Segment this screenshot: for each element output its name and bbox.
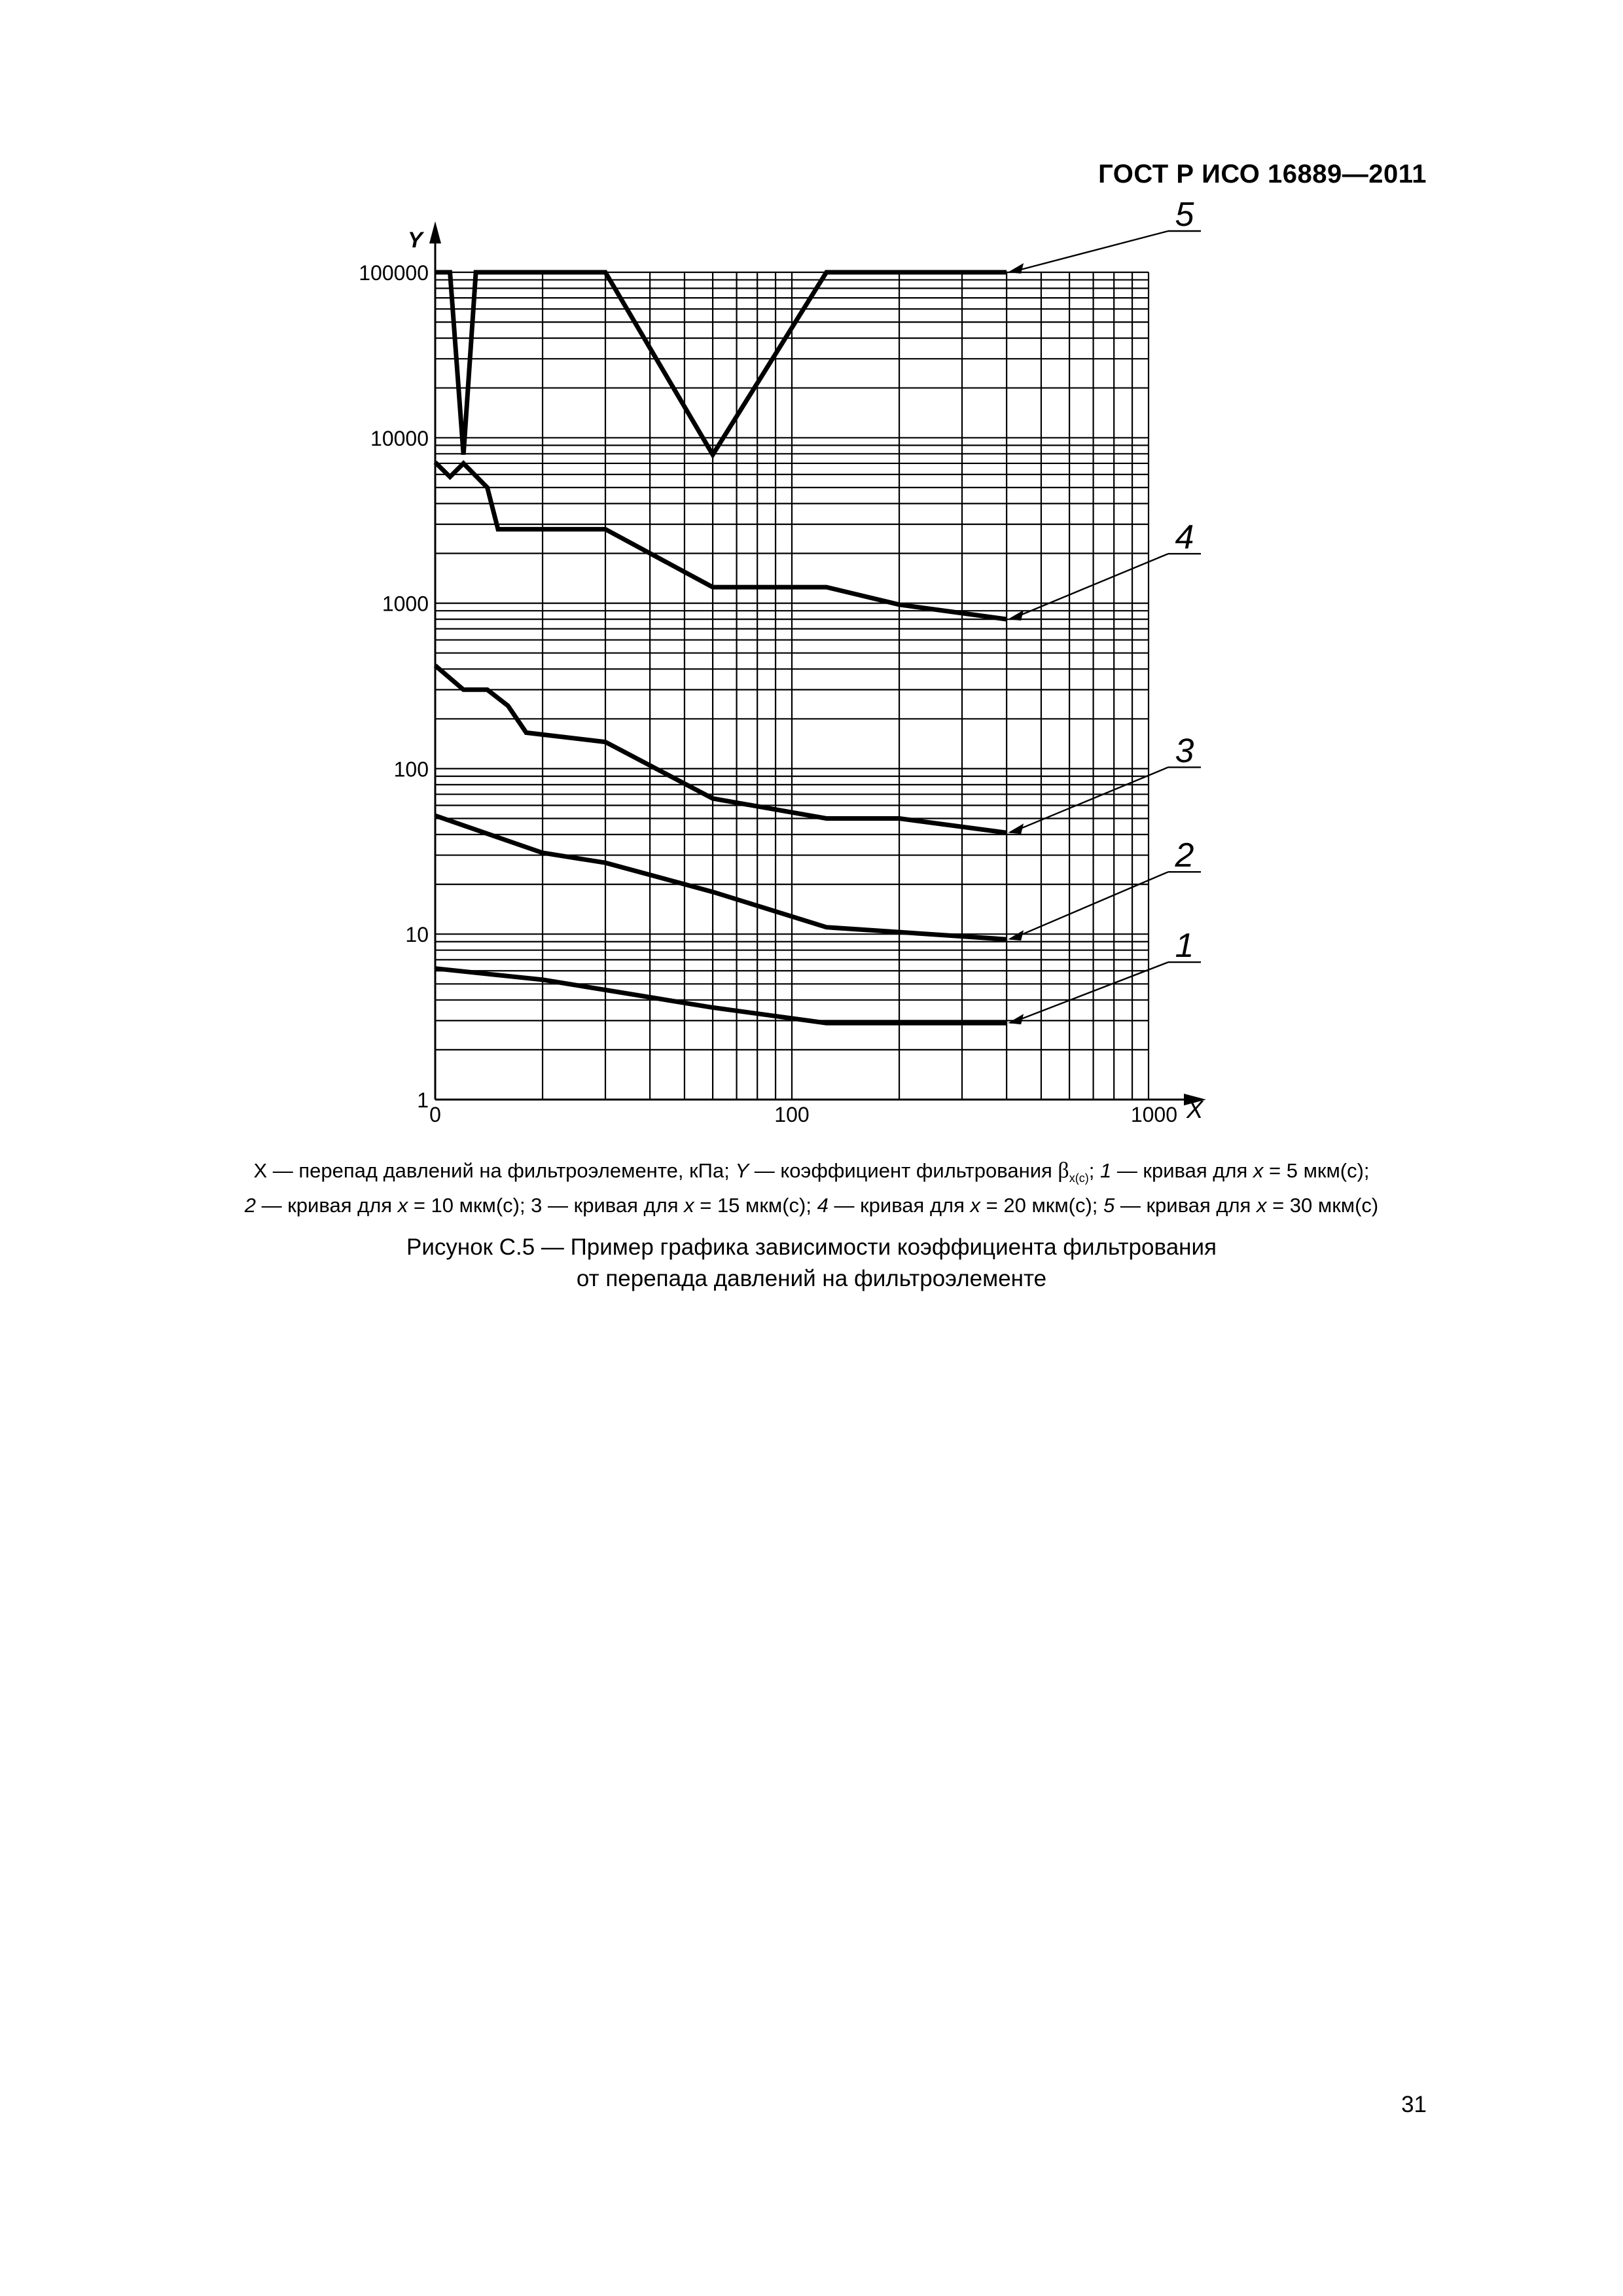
legend-x-text: X — перепад давлений на фильтроэлементе,… [253, 1159, 736, 1182]
x-axis-arrow-icon [1184, 1094, 1206, 1105]
figure-legend: X — перепад давлений на фильтроэлементе,… [131, 1157, 1492, 1219]
legend-curve-3-x: x [684, 1194, 694, 1217]
callout-arrow-icon [1008, 610, 1024, 621]
callout-label-5: 5 [1175, 196, 1195, 234]
x-tick-label: 0 [429, 1103, 441, 1126]
chart-svg: Y X 1 10 100 1000 10000 100000 0 100 1000 1 2 3 4 5 [359, 196, 1206, 1126]
legend-y-symbol: Y [735, 1159, 749, 1182]
y-tick-label: 10 [405, 923, 429, 946]
legend-curve-4-value: = 20 мкм(с); [980, 1194, 1104, 1217]
callout-leader-5 [1010, 230, 1169, 274]
y-tick-label: 1000 [382, 592, 429, 616]
legend-curve-2-text: — кривая для [256, 1194, 398, 1217]
legend-curve-5-value: = 30 мкм(с) [1266, 1194, 1379, 1217]
legend-beta-symbol: β [1058, 1158, 1069, 1183]
y-axis-label: Y [408, 228, 425, 253]
legend-curve-4-text: — кривая для [828, 1194, 971, 1217]
y-tick-label: 100000 [359, 261, 429, 285]
legend-curve-1-x: x [1253, 1159, 1264, 1182]
series-line-2 [434, 813, 1007, 942]
legend-curve-1-value: = 5 мкм(с); [1263, 1159, 1370, 1182]
callout-label-3: 3 [1175, 732, 1194, 770]
legend-curve-4-x: x [970, 1194, 981, 1217]
x-tick-label: 1000 [1131, 1103, 1177, 1126]
series-line-4 [433, 460, 1007, 622]
legend-line-2: 2 — кривая для x = 10 мкм(с); 3 — кривая… [131, 1192, 1492, 1219]
legend-curve-2-value: = 10 мкм(с); 3 — кривая для [408, 1194, 685, 1217]
series-line-5 [435, 270, 1007, 459]
legend-curve-5-number: 5 [1103, 1194, 1115, 1217]
y-tick-label: 100 [394, 757, 429, 781]
legend-curve-2-number: 2 [244, 1194, 257, 1217]
legend-curve-4-number: 4 [817, 1194, 829, 1217]
callout-label-2: 2 [1175, 836, 1194, 874]
callout-label-1: 1 [1175, 927, 1194, 965]
x-tick-label: 100 [774, 1103, 809, 1126]
caption-line-2: от перепада давлений на фильтроэлементе [576, 1266, 1047, 1291]
legend-curve-1-number: 1 [1099, 1159, 1112, 1182]
legend-separator: ; [1088, 1159, 1100, 1182]
legend-curve-2-x: x [397, 1194, 408, 1217]
series-line-3 [433, 664, 1007, 835]
callout-leader-4 [1010, 552, 1169, 620]
figure-caption: Рисунок С.5 — Пример графика зависимости… [131, 1232, 1492, 1295]
callout-arrow-icon [1008, 930, 1024, 941]
callout-arrow-icon [1008, 823, 1024, 834]
callout-leader-1 [1010, 961, 1169, 1024]
y-axis-arrow-icon [429, 221, 441, 243]
page-number: 31 [1401, 2092, 1427, 2117]
callout-leader-3 [1010, 766, 1169, 834]
chart: Y X 1 10 100 1000 10000 100000 0 100 1000 1 2 3 4 5 [359, 196, 1206, 1126]
y-tick-label: 1 [417, 1088, 429, 1112]
legend-line-1: X — перепад давлений на фильтроэлементе,… [131, 1157, 1492, 1192]
legend-curve-5-text: — кривая для [1115, 1194, 1257, 1217]
callout-leader-2 [1010, 871, 1169, 941]
legend-curve-1-text: — кривая для [1111, 1159, 1253, 1182]
legend-y-text: — коэффициент фильтрования [749, 1159, 1058, 1182]
series-line-1 [435, 966, 1007, 1026]
callout-arrow-icon [1008, 1014, 1024, 1025]
y-tick-label: 10000 [370, 427, 429, 450]
legend-curve-3-value: = 15 мкм(с); [694, 1194, 817, 1217]
legend-beta-subscript: x(c) [1069, 1172, 1089, 1185]
caption-line-1: Рисунок С.5 — Пример графика зависимости… [406, 1234, 1217, 1260]
callout-arrow-icon [1008, 263, 1024, 274]
legend-curve-5-x: x [1256, 1194, 1267, 1217]
callout-label-4: 4 [1175, 518, 1194, 556]
x-axis-label: X [1186, 1096, 1204, 1124]
standard-header: ГОСТ Р ИСО 16889—2011 [1098, 160, 1427, 188]
